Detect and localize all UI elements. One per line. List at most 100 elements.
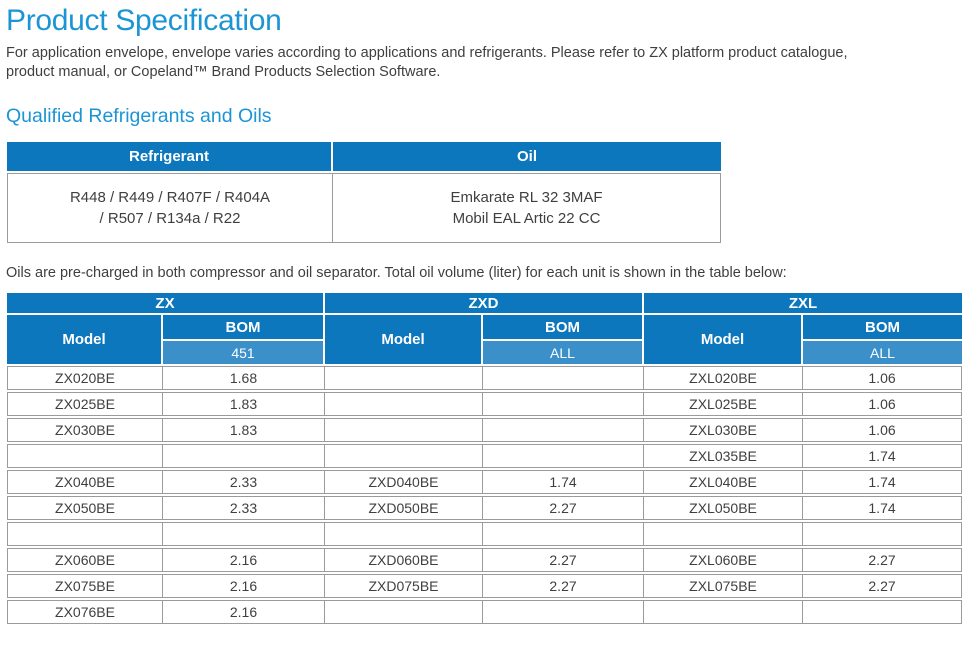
oil-column-header: Oil bbox=[333, 142, 721, 171]
bom-column-header: BOM bbox=[163, 315, 326, 339]
bom-option-cell: ALL bbox=[803, 341, 963, 364]
intro-paragraph: For application envelope, envelope varie… bbox=[6, 44, 962, 82]
bom-cell: 2.33 bbox=[163, 496, 326, 520]
group-header-zxl: ZXL bbox=[644, 293, 963, 313]
model-cell bbox=[325, 600, 484, 624]
group-header-zx: ZX bbox=[7, 293, 326, 313]
model-cell: ZXD075BE bbox=[325, 574, 484, 598]
bom-cell bbox=[483, 600, 645, 624]
bom-cell: 2.16 bbox=[163, 574, 326, 598]
table-header-row: Refrigerant Oil bbox=[7, 142, 721, 171]
bom-cell: 2.33 bbox=[163, 470, 326, 494]
bom-cell bbox=[483, 444, 645, 468]
intro-line: product manual, or Copeland™ Brand Produ… bbox=[6, 64, 441, 80]
oil-volume-table: ZX ZXD ZXL Model BOM Model BOM Model BOM… bbox=[7, 291, 963, 626]
bom-cell bbox=[803, 600, 963, 624]
bom-cell bbox=[483, 418, 645, 442]
model-cell: ZXL075BE bbox=[644, 574, 804, 598]
column-header-row: Model BOM Model BOM Model BOM bbox=[7, 315, 963, 364]
bom-cell: 2.27 bbox=[483, 548, 645, 572]
model-cell: ZX060BE bbox=[7, 548, 163, 572]
model-cell: ZX050BE bbox=[7, 496, 163, 520]
bom-cell: 1.83 bbox=[163, 418, 326, 442]
model-column-header: Model bbox=[644, 315, 804, 364]
model-cell: ZXL050BE bbox=[644, 496, 804, 520]
page-title: Product Specification bbox=[6, 4, 282, 37]
bom-cell: 1.74 bbox=[483, 470, 645, 494]
table-row: R448 / R449 / R407F / R404A / R507 / R13… bbox=[7, 173, 721, 243]
bom-cell: 2.16 bbox=[163, 600, 326, 624]
bom-cell: 2.27 bbox=[803, 548, 963, 572]
table-row: ZX075BE 2.16 ZXD075BE 2.27 ZXL075BE 2.27 bbox=[7, 574, 963, 598]
oil-line: Emkarate RL 32 3MAF bbox=[450, 189, 603, 206]
bom-cell bbox=[483, 366, 645, 390]
refrigerant-column-header: Refrigerant bbox=[7, 142, 333, 171]
bom-cell: 1.06 bbox=[803, 392, 963, 416]
model-cell bbox=[644, 600, 804, 624]
refrigerant-line: R448 / R449 / R407F / R404A bbox=[69, 189, 271, 206]
bom-cell: 1.68 bbox=[163, 366, 326, 390]
model-cell: ZX075BE bbox=[7, 574, 163, 598]
model-cell: ZX030BE bbox=[7, 418, 163, 442]
model-cell: ZX076BE bbox=[7, 600, 163, 624]
table-row: ZX040BE 2.33 ZXD040BE 1.74 ZXL040BE 1.74 bbox=[7, 470, 963, 494]
oil-cell: Emkarate RL 32 3MAF Mobil EAL Artic 22 C… bbox=[333, 173, 721, 243]
model-cell: ZX025BE bbox=[7, 392, 163, 416]
model-cell bbox=[325, 522, 484, 546]
bom-option-row: 451 ALL ALL bbox=[7, 341, 963, 364]
oil-line: Mobil EAL Artic 22 CC bbox=[452, 210, 601, 227]
model-cell bbox=[325, 418, 484, 442]
bom-cell: 1.83 bbox=[163, 392, 326, 416]
model-cell bbox=[644, 522, 804, 546]
bom-cell bbox=[803, 522, 963, 546]
table-row: ZX050BE 2.33 ZXD050BE 2.27 ZXL050BE 1.74 bbox=[7, 496, 963, 520]
refrigerant-cell: R448 / R449 / R407F / R404A / R507 / R13… bbox=[7, 173, 333, 243]
bom-cell: 2.27 bbox=[483, 574, 645, 598]
bom-option-cell: ALL bbox=[483, 341, 645, 364]
bom-cell bbox=[163, 522, 326, 546]
model-cell bbox=[7, 444, 163, 468]
refrigerant-oil-table: Refrigerant Oil R448 / R449 / R407F / R4… bbox=[7, 140, 721, 245]
bom-cell: 2.27 bbox=[803, 574, 963, 598]
table-row: ZX025BE 1.83 ZXL025BE 1.06 bbox=[7, 392, 963, 416]
bom-cell: 2.27 bbox=[483, 496, 645, 520]
table-row: ZX030BE 1.83 ZXL030BE 1.06 bbox=[7, 418, 963, 442]
bom-cell: 1.74 bbox=[803, 444, 963, 468]
model-cell: ZXL035BE bbox=[644, 444, 804, 468]
bom-cell: 1.06 bbox=[803, 366, 963, 390]
model-cell bbox=[325, 444, 484, 468]
model-cell: ZXD040BE bbox=[325, 470, 484, 494]
bom-cell: 1.06 bbox=[803, 418, 963, 442]
bom-cell: 1.74 bbox=[803, 470, 963, 494]
group-header-row: ZX ZXD ZXL bbox=[7, 293, 963, 313]
model-cell: ZXL040BE bbox=[644, 470, 804, 494]
model-cell: ZX020BE bbox=[7, 366, 163, 390]
table-row: ZX076BE 2.16 bbox=[7, 600, 963, 624]
table-row: ZX020BE 1.68 ZXL020BE 1.06 bbox=[7, 366, 963, 390]
model-cell bbox=[325, 366, 484, 390]
model-cell: ZXL030BE bbox=[644, 418, 804, 442]
bom-cell bbox=[483, 392, 645, 416]
model-cell: ZXL025BE bbox=[644, 392, 804, 416]
model-cell: ZXL060BE bbox=[644, 548, 804, 572]
bom-option-cell: 451 bbox=[163, 341, 326, 364]
refrigerants-oils-heading: Qualified Refrigerants and Oils bbox=[6, 105, 272, 127]
oil-volume-note: Oils are pre-charged in both compressor … bbox=[6, 265, 787, 281]
table-row: ZXL035BE 1.74 bbox=[7, 444, 963, 468]
bom-column-header: BOM bbox=[483, 315, 645, 339]
model-column-header: Model bbox=[7, 315, 163, 364]
table-row: ZX060BE 2.16 ZXD060BE 2.27 ZXL060BE 2.27 bbox=[7, 548, 963, 572]
model-cell: ZXD060BE bbox=[325, 548, 484, 572]
table-row bbox=[7, 522, 963, 546]
group-header-zxd: ZXD bbox=[325, 293, 645, 313]
refrigerant-line: / R507 / R134a / R22 bbox=[99, 210, 241, 227]
bom-cell bbox=[483, 522, 645, 546]
model-cell bbox=[7, 522, 163, 546]
bom-cell: 1.74 bbox=[803, 496, 963, 520]
model-cell: ZXL020BE bbox=[644, 366, 804, 390]
bom-cell: 2.16 bbox=[163, 548, 326, 572]
model-cell: ZXD050BE bbox=[325, 496, 484, 520]
model-column-header: Model bbox=[325, 315, 484, 364]
model-cell: ZX040BE bbox=[7, 470, 163, 494]
